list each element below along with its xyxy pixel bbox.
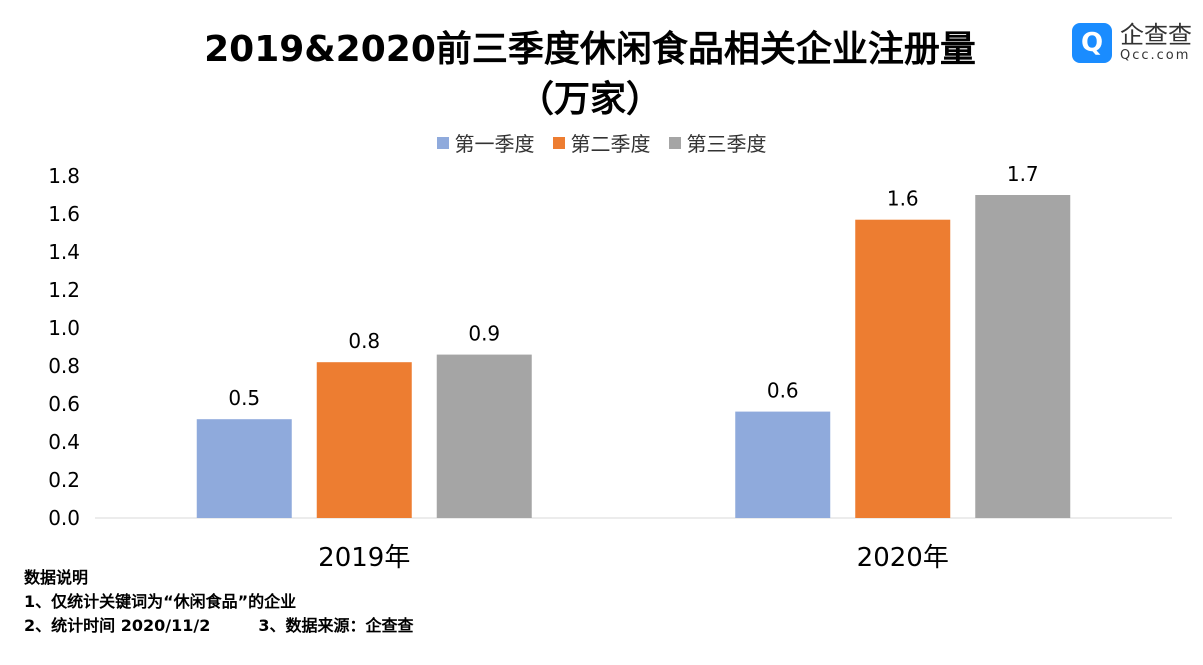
y-tick-label: 0.4 — [48, 430, 80, 454]
y-tick-label: 0.6 — [48, 392, 80, 416]
y-tick-label: 1.4 — [48, 240, 80, 264]
legend: 第一季度 第二季度 第三季度 — [0, 128, 1203, 157]
legend-label: 第三季度 — [686, 132, 767, 156]
legend-swatch — [552, 136, 565, 149]
bar — [196, 419, 292, 518]
qcc-logo-icon: Q — [1072, 22, 1112, 63]
chart-title: 2019&2020前三季度休闲食品相关企业注册量 — [204, 29, 976, 70]
y-tick-label: 1.6 — [48, 202, 80, 226]
notes-line-2: 2、统计时间 2020/11/2 3、数据来源：企查查 — [24, 616, 414, 635]
legend-item: 第二季度 — [552, 128, 651, 157]
data-label: 0.9 — [468, 322, 500, 346]
bar — [975, 195, 1071, 518]
legend-item: 第三季度 — [668, 128, 767, 157]
legend-item: 第一季度 — [436, 128, 535, 157]
y-tick-label: 1.2 — [48, 278, 80, 302]
bar — [436, 354, 532, 518]
data-label: 1.7 — [1007, 162, 1039, 186]
data-label: 0.8 — [348, 329, 380, 353]
data-notes: 数据说明 1、仅统计关键词为“休闲食品”的企业 2、统计时间 2020/11/2… — [24, 566, 413, 638]
y-tick-label: 1.8 — [48, 164, 80, 188]
data-label: 0.5 — [228, 386, 260, 410]
legend-label: 第一季度 — [454, 132, 535, 156]
logo-cn: 企查查 — [1120, 21, 1192, 49]
legend-swatch — [436, 136, 449, 149]
data-label: 0.6 — [767, 379, 799, 403]
notes-line-1: 1、仅统计关键词为“休闲食品”的企业 — [24, 592, 297, 611]
legend-label: 第二季度 — [570, 132, 651, 156]
bar — [855, 219, 951, 518]
legend-swatch — [668, 136, 681, 149]
bar — [735, 411, 831, 518]
y-tick-label: 0.8 — [48, 354, 80, 378]
y-tick-label: 0.0 — [48, 506, 80, 530]
x-tick-label: 2019年 — [318, 543, 410, 573]
x-tick-label: 2020年 — [857, 543, 949, 573]
y-tick-label: 0.2 — [48, 468, 80, 492]
logo-en: Qcc.com — [1120, 48, 1191, 63]
y-tick-label: 1.0 — [48, 316, 80, 340]
logo: Q 企查查 Qcc.com — [1072, 22, 1192, 63]
data-label: 1.6 — [887, 187, 919, 211]
chart-subtitle: （万家） — [517, 79, 662, 120]
bar — [316, 362, 412, 518]
notes-heading: 数据说明 — [24, 568, 89, 587]
